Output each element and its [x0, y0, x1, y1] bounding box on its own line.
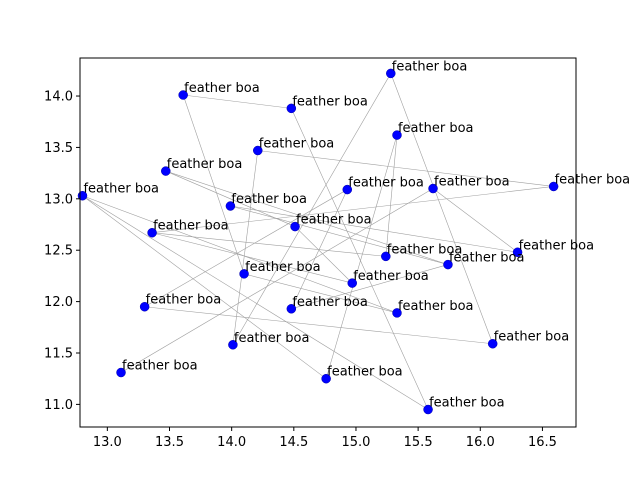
- connection-line: [82, 195, 398, 314]
- point-label: feather boa: [292, 295, 368, 310]
- data-point: [286, 304, 297, 314]
- point-label: feather boa: [449, 251, 525, 266]
- y-tick-label: 12.0: [44, 295, 73, 310]
- data-point: [487, 338, 498, 349]
- data-point: [239, 269, 249, 279]
- data-point: [392, 130, 402, 140]
- point-label: feather boa: [292, 94, 368, 109]
- x-tick-label: 15.5: [404, 435, 433, 450]
- data-point: [512, 247, 523, 258]
- data-point: [225, 201, 236, 211]
- data-point: [443, 259, 453, 270]
- data-point: [548, 181, 559, 192]
- connection-line: [294, 226, 353, 284]
- point-label: feather boa: [296, 213, 372, 228]
- data-point: [392, 308, 402, 318]
- x-tick-label: 13.5: [155, 435, 184, 450]
- connection-line: [257, 150, 554, 187]
- point-label: feather boa: [398, 121, 474, 136]
- connection-line: [82, 195, 327, 379]
- y-axis-ticks: 11.0 11.5 12.0 12.5 13.0 13.5 14.0: [44, 90, 80, 413]
- data-point: [428, 183, 438, 194]
- data-point: [228, 340, 238, 350]
- point-label: feather boa: [398, 299, 474, 314]
- connection-line: [385, 135, 398, 257]
- connection-line: [325, 135, 398, 379]
- connection-line: [120, 188, 434, 373]
- data-point: [386, 68, 396, 79]
- x-tick-label: 14.0: [217, 435, 246, 450]
- x-tick-label: 16.0: [466, 435, 495, 450]
- data-point: [147, 227, 157, 238]
- data-point: [347, 278, 357, 288]
- point-label: feather boa: [231, 192, 307, 207]
- data-point: [321, 373, 331, 384]
- data-point: [423, 404, 433, 415]
- connection-line: [182, 94, 245, 274]
- connection-line: [244, 273, 398, 314]
- point-label: feather boa: [184, 81, 260, 96]
- x-tick-label: 15.0: [341, 435, 370, 450]
- point-label: feather boa: [348, 176, 424, 191]
- point-label: feather boa: [392, 59, 468, 74]
- connection-line: [144, 306, 493, 345]
- point-label: feather boa: [519, 238, 595, 253]
- connection-line: [291, 264, 449, 310]
- y-tick-label: 13.5: [44, 141, 73, 156]
- data-point: [116, 367, 126, 378]
- point-label: feather boa: [234, 331, 310, 346]
- connection-line: [152, 232, 353, 284]
- connection-line: [152, 232, 386, 257]
- point-label: feather boa: [434, 175, 510, 190]
- x-tick-label: 13.0: [93, 435, 122, 450]
- connection-line: [183, 94, 292, 109]
- connection-lines: [82, 73, 554, 410]
- y-tick-label: 14.0: [44, 90, 73, 105]
- data-point: [342, 184, 353, 195]
- x-tick-label: 16.5: [528, 435, 557, 450]
- point-label: feather boa: [167, 157, 243, 172]
- y-tick-label: 11.0: [44, 398, 73, 413]
- connection-line: [144, 189, 348, 308]
- connection-line: [152, 186, 554, 234]
- data-point: [286, 103, 297, 114]
- y-tick-label: 12.5: [44, 244, 73, 259]
- point-label: feather boa: [245, 260, 321, 275]
- point-label: feather boa: [555, 172, 631, 187]
- point-label: feather boa: [429, 396, 505, 411]
- connection-line: [390, 73, 493, 344]
- connection-line: [232, 73, 392, 345]
- point-label: feather boa: [146, 293, 222, 308]
- connection-line: [291, 108, 429, 410]
- data-point: [178, 90, 188, 100]
- connection-line: [232, 150, 259, 345]
- x-axis-ticks: 13.0 13.5 14.0 14.5 15.0 15.5 16.0 16.5: [93, 427, 557, 450]
- connection-line: [230, 205, 518, 253]
- connection-line: [82, 195, 429, 410]
- y-tick-label: 11.5: [44, 346, 73, 361]
- point-label: feather boa: [387, 242, 463, 257]
- point-label: feather boa: [122, 359, 198, 374]
- point-label: feather boa: [153, 219, 229, 234]
- data-point: [139, 301, 150, 312]
- point-label: feather boa: [259, 137, 335, 152]
- point-label: feather boa: [327, 365, 403, 380]
- connection-line: [291, 189, 348, 309]
- x-tick-label: 14.5: [279, 435, 308, 450]
- y-tick-label: 13.0: [44, 192, 73, 207]
- data-point: [253, 145, 263, 156]
- point-label: feather boa: [83, 182, 159, 197]
- point-label: feather boa: [494, 330, 570, 345]
- connection-line: [432, 188, 518, 253]
- point-label: feather boa: [353, 269, 429, 284]
- plot-area-frame: [79, 57, 577, 428]
- connection-line: [230, 205, 449, 265]
- data-point: [381, 251, 391, 262]
- data-point: [290, 221, 300, 232]
- data-point: [161, 166, 171, 176]
